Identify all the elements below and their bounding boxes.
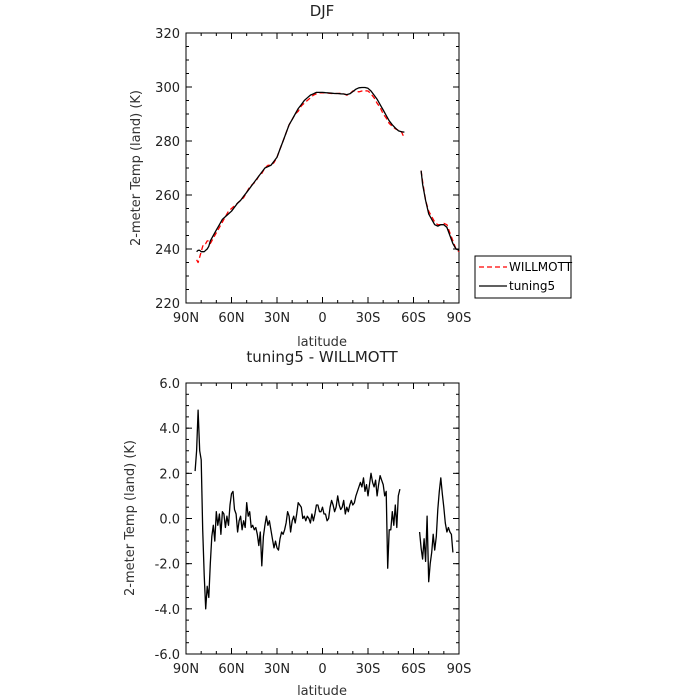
x-tick-label: 90S bbox=[447, 311, 472, 326]
x-tick-label: 60S bbox=[401, 662, 426, 677]
y-tick-label: 260 bbox=[155, 189, 180, 204]
plot-frame bbox=[185, 32, 460, 304]
x-axis-label: latitude bbox=[297, 335, 347, 350]
y-tick-label: -6.0 bbox=[155, 648, 180, 663]
series-line-tuning5 bbox=[196, 86, 405, 253]
x-tick-label: 90N bbox=[173, 662, 199, 677]
chart-title: DJF bbox=[310, 2, 335, 20]
series-line-series-0 bbox=[194, 409, 401, 610]
x-tick-label: 0 bbox=[318, 662, 326, 677]
series-line-series-0 bbox=[418, 477, 454, 583]
y-axis-label: 2-meter Temp (land) (K) bbox=[123, 440, 138, 596]
series-line-willmott bbox=[196, 90, 405, 264]
y-tick-label: 4.0 bbox=[159, 422, 180, 437]
series-line-tuning5 bbox=[420, 170, 460, 251]
y-tick-label: 240 bbox=[155, 243, 180, 258]
y-tick-label: 280 bbox=[155, 135, 180, 150]
x-tick-label: 0 bbox=[318, 311, 326, 326]
x-tick-label: 60S bbox=[401, 311, 426, 326]
series-group bbox=[194, 409, 454, 610]
x-tick-label: 90N bbox=[173, 311, 199, 326]
temperature-chart: DJF latitude 2-meter Temp (land) (K) 90N… bbox=[129, 2, 573, 350]
y-tick-label: -2.0 bbox=[155, 558, 180, 573]
y-axis-label: 2-meter Temp (land) (K) bbox=[129, 90, 144, 246]
axis-ticks: 90N 60N 30N 0 30S 60S 90S -6.0 -4.0 -2.0 0.0 2.0 4.0… bbox=[155, 377, 472, 677]
x-tick-label: 30S bbox=[356, 662, 381, 677]
legend: WILLMOTT tuning5 bbox=[474, 255, 573, 299]
y-tick-label: 0.0 bbox=[159, 513, 180, 528]
difference-chart: tuning5 - WILLMOTT latitude 2-meter Temp… bbox=[123, 348, 471, 699]
y-tick-label: 220 bbox=[155, 297, 180, 312]
x-tick-label: 30S bbox=[356, 311, 381, 326]
series-line-willmott bbox=[420, 170, 460, 253]
y-tick-label: 320 bbox=[155, 27, 180, 42]
x-tick-label: 90S bbox=[447, 662, 472, 677]
x-tick-label: 30N bbox=[264, 311, 290, 326]
y-tick-label: 2.0 bbox=[159, 467, 180, 482]
legend-label-tuning5: tuning5 bbox=[509, 279, 555, 293]
series-group bbox=[196, 86, 460, 264]
y-tick-label: 6.0 bbox=[159, 377, 180, 392]
x-axis-label: latitude bbox=[297, 684, 347, 699]
axis-ticks: 90N 60N 30N 0 30S 60S 90S 220 240 260 280 300 320 bbox=[155, 27, 471, 326]
y-tick-label: 300 bbox=[155, 81, 180, 96]
x-tick-label: 60N bbox=[218, 311, 244, 326]
x-tick-label: 30N bbox=[264, 662, 290, 677]
y-tick-label: -4.0 bbox=[155, 603, 180, 618]
legend-label-willmott: WILLMOTT bbox=[509, 260, 573, 274]
legend-box bbox=[474, 255, 572, 299]
x-tick-label: 60N bbox=[218, 662, 244, 677]
chart-title: tuning5 - WILLMOTT bbox=[246, 348, 398, 366]
